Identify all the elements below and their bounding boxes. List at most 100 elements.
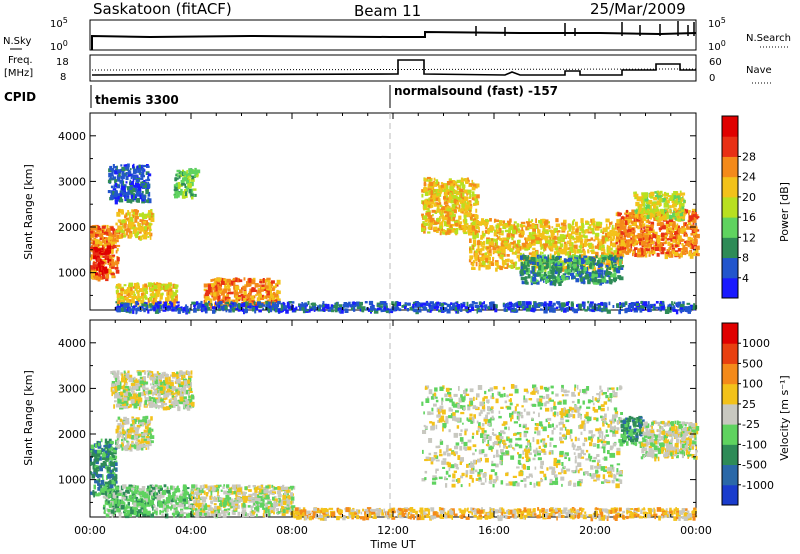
scatter-cell [441, 306, 444, 310]
scatter-cell [693, 231, 698, 236]
scatter-cell [531, 266, 536, 269]
scatter-cell [674, 231, 678, 236]
scatter-cell [605, 218, 610, 223]
scatter-cell [619, 302, 622, 306]
scatter-cell [592, 231, 595, 235]
scatter-cell [261, 302, 264, 305]
scatter-cell [276, 298, 281, 303]
scatter-cell [423, 307, 427, 310]
scatter-cell [245, 306, 248, 311]
scatter-cell [123, 174, 126, 177]
scatter-cell [673, 222, 676, 226]
scatter-cell [526, 304, 530, 308]
scatter-cell [122, 189, 126, 193]
scatter-cell [655, 195, 660, 199]
scatter-cell [475, 208, 478, 213]
scatter-cell [159, 299, 162, 303]
scatter-cell [430, 194, 434, 198]
scatter-cell [650, 191, 655, 197]
scatter-cell [671, 301, 673, 306]
scatter-cell [599, 241, 603, 246]
scatter-cell [616, 245, 620, 249]
scatter-cell [650, 221, 655, 226]
scatter-cell [125, 192, 130, 198]
scatter-cell [232, 299, 235, 304]
scatter-cell [659, 247, 662, 252]
scatter-cell [594, 232, 600, 237]
scatter-cell [538, 238, 543, 241]
scatter-cell [550, 246, 554, 251]
scatter-cell [333, 304, 338, 308]
scatter-cell [114, 199, 118, 205]
scatter-cell [141, 303, 146, 307]
scatter-cell [666, 214, 669, 219]
scatter-cell [527, 244, 532, 247]
scatter-cell [114, 168, 117, 171]
scatter-cell [560, 280, 563, 283]
scatter-cell [539, 274, 543, 279]
scatter-cell [480, 237, 483, 240]
scatter-cell [531, 231, 536, 234]
scatter-cell [433, 226, 438, 230]
scatter-cell [671, 247, 676, 251]
scatter-cell [128, 307, 131, 313]
scatter-cell [162, 301, 165, 304]
scatter-cell [612, 235, 615, 240]
scatter-cell [523, 270, 526, 275]
scatter-cell [388, 309, 391, 314]
scatter-cell [640, 301, 643, 304]
scatter-cell [105, 237, 108, 241]
scatter-cell [574, 255, 578, 258]
scatter-cell [615, 239, 619, 242]
scatter-cell [540, 244, 545, 249]
scatter-cell [175, 298, 178, 304]
scatter-cell [575, 235, 580, 240]
scatter-cell [677, 301, 682, 307]
scatter-cell [664, 252, 667, 255]
scatter-cell [532, 228, 536, 233]
scatter-cell [424, 217, 428, 222]
scatter-cell [452, 188, 455, 192]
scatter-cell [639, 207, 642, 211]
scatter-cell [593, 278, 598, 283]
scatter-cell [509, 218, 512, 223]
scatter-cell [647, 210, 651, 215]
scatter-cell [210, 303, 213, 309]
scatter-cell [600, 267, 604, 270]
scatter-cell [672, 236, 677, 241]
scatter-cell [246, 281, 250, 285]
scatter-cell [111, 266, 115, 269]
scatter-cell [101, 247, 104, 250]
scatter-cell [561, 302, 566, 308]
scatter-cell [528, 218, 530, 222]
scatter-cell [132, 178, 135, 182]
scatter-cell [463, 199, 465, 205]
scatter-cell [509, 225, 514, 231]
scatter-cell [492, 250, 497, 254]
scatter-cell [203, 294, 207, 299]
scatter-cell [597, 278, 601, 284]
scatter-cell [511, 251, 516, 255]
scatter-cell [301, 307, 305, 311]
scatter-cell [175, 289, 179, 293]
scatter-cell [645, 219, 649, 224]
scatter-cell [130, 226, 133, 229]
scatter-cell [455, 228, 459, 231]
scatter-cell [469, 255, 474, 260]
scatter-cell [568, 226, 572, 232]
scatter-cell [502, 223, 505, 228]
scatter-cell [573, 244, 578, 250]
scatter-cell [512, 246, 515, 250]
scatter-cell [677, 238, 682, 243]
scatter-cell [669, 209, 671, 214]
scatter-cell [555, 218, 559, 223]
scatter-cell [688, 211, 690, 216]
scatter-cell [613, 250, 617, 254]
scatter-cell [689, 240, 693, 244]
scatter-cell [137, 175, 139, 179]
scatter-cell [135, 198, 140, 203]
scatter-cell [592, 271, 597, 275]
scatter-cell [440, 303, 445, 307]
scatter-cell [494, 218, 497, 222]
scatter-cell [616, 232, 620, 237]
